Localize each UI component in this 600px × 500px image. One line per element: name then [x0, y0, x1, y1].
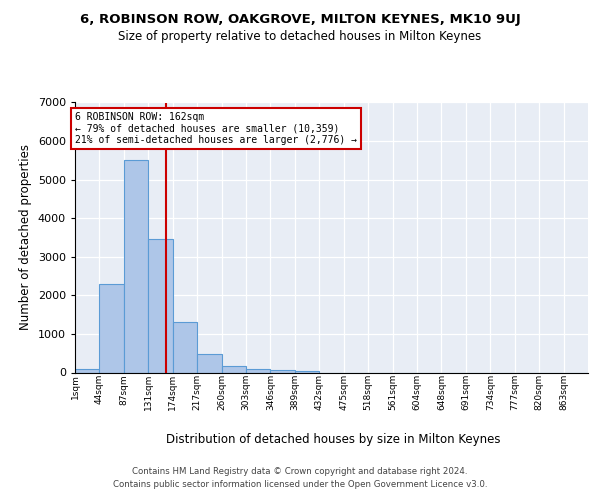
Bar: [75, 370, 100, 372]
Bar: [246, 369, 271, 372]
Bar: [124, 160, 148, 372]
Bar: [221, 366, 246, 372]
Bar: [271, 370, 295, 372]
Text: Size of property relative to detached houses in Milton Keynes: Size of property relative to detached ho…: [118, 30, 482, 43]
Text: 6, ROBINSON ROW, OAKGROVE, MILTON KEYNES, MK10 9UJ: 6, ROBINSON ROW, OAKGROVE, MILTON KEYNES…: [80, 12, 520, 26]
Text: 6 ROBINSON ROW: 162sqm
← 79% of detached houses are smaller (10,359)
21% of semi: 6 ROBINSON ROW: 162sqm ← 79% of detached…: [75, 112, 357, 146]
Text: Contains HM Land Registry data © Crown copyright and database right 2024.: Contains HM Land Registry data © Crown c…: [132, 468, 468, 476]
Y-axis label: Number of detached properties: Number of detached properties: [19, 144, 32, 330]
Bar: [197, 354, 221, 372]
Bar: [148, 240, 173, 372]
Text: Contains public sector information licensed under the Open Government Licence v3: Contains public sector information licen…: [113, 480, 487, 489]
Bar: [100, 284, 124, 372]
Text: Distribution of detached houses by size in Milton Keynes: Distribution of detached houses by size …: [166, 432, 500, 446]
Bar: [173, 322, 197, 372]
